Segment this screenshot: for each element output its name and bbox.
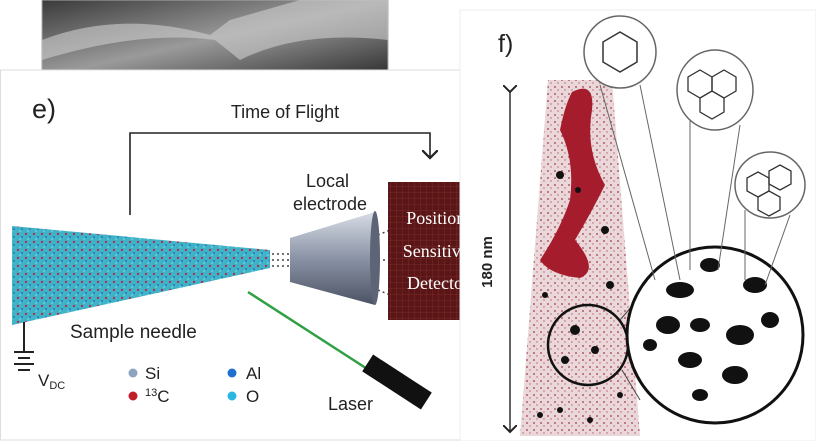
legend-dot — [129, 392, 138, 401]
electrode-rim — [370, 211, 380, 305]
molecule-callout — [584, 16, 656, 88]
voltage-symbol: V — [38, 371, 50, 390]
legend-label: Al — [246, 364, 261, 383]
legend-dot — [228, 392, 237, 401]
laser-label: Laser — [328, 394, 373, 414]
legend-label: Si — [145, 364, 160, 383]
isotope-mass: 13 — [145, 387, 157, 399]
needle-label: Sample needle — [70, 322, 197, 343]
legend-dot — [129, 369, 138, 378]
legend-dot — [228, 369, 237, 378]
flight-label: Time of Flight — [231, 102, 339, 122]
figure: e) Time of Flight Local electrode Positi… — [0, 0, 816, 441]
voltage-subscript: DC — [49, 380, 65, 392]
label-line: electrode — [293, 194, 367, 214]
legend-label: O — [246, 387, 259, 406]
label-line: Local — [306, 171, 349, 191]
panel-label: e) — [32, 94, 56, 124]
scale-label: 180 nm — [479, 236, 496, 288]
isotope-symbol: C — [157, 387, 169, 406]
label-line: Position — [406, 208, 465, 228]
panel-label: f) — [498, 30, 513, 58]
label-line: Sensitive — [403, 241, 469, 261]
